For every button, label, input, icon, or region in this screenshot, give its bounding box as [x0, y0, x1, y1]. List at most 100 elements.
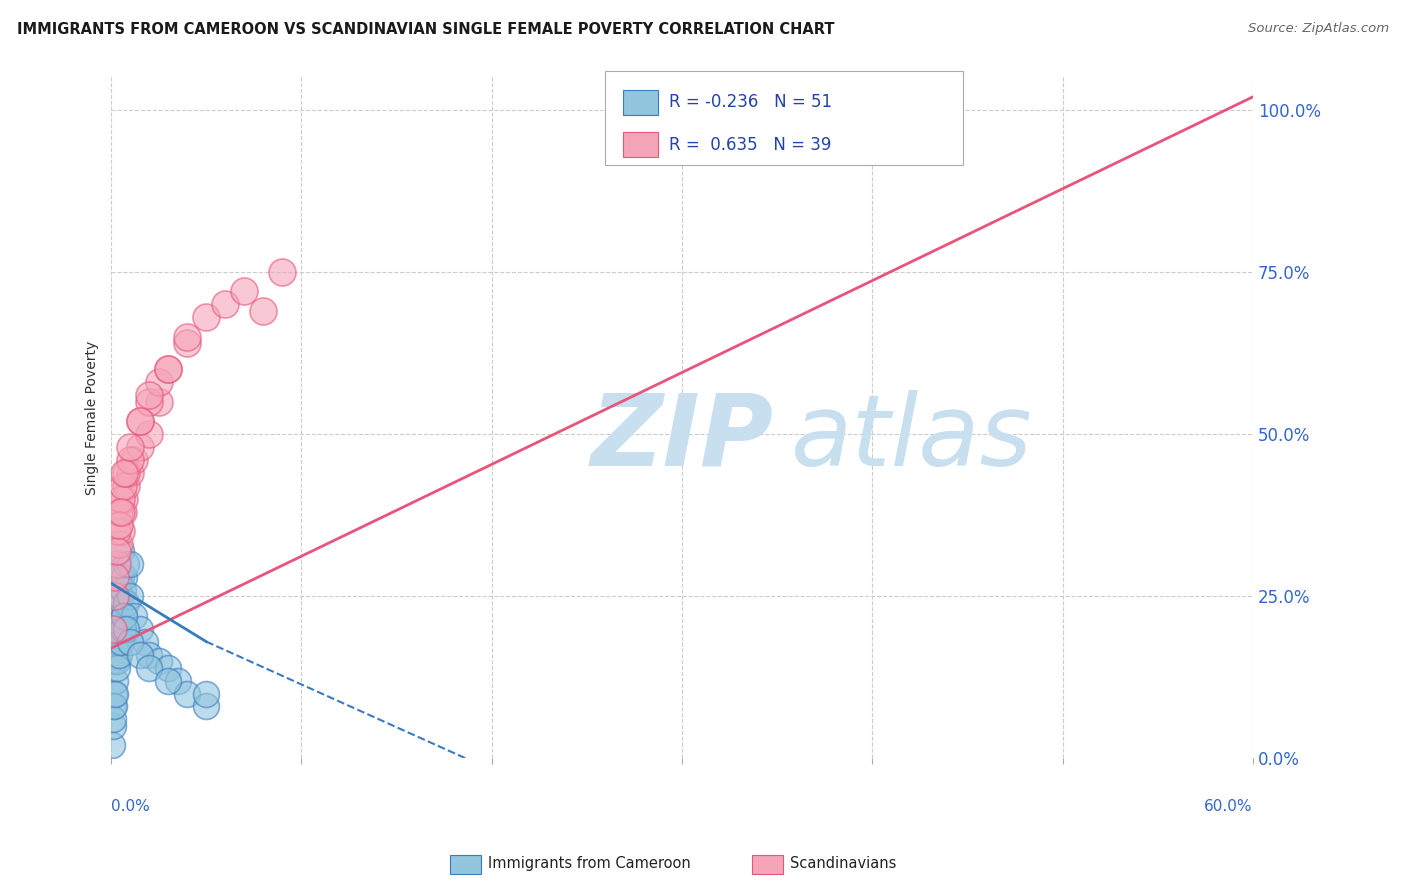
Point — [138, 427, 160, 442]
Point — [176, 686, 198, 700]
Point — [120, 466, 142, 480]
Point — [112, 491, 135, 506]
Point — [107, 634, 129, 648]
Point — [104, 686, 127, 700]
Point — [195, 310, 218, 325]
Point — [104, 608, 127, 623]
Point — [105, 524, 128, 539]
Point — [104, 622, 127, 636]
Point — [134, 634, 156, 648]
Point — [107, 517, 129, 532]
Point — [101, 739, 124, 753]
Point — [112, 608, 135, 623]
Point — [122, 608, 145, 623]
Point — [111, 582, 134, 597]
Point — [176, 336, 198, 351]
Point — [115, 557, 138, 571]
Point — [110, 544, 132, 558]
Point — [157, 362, 180, 376]
Point — [195, 699, 218, 714]
Point — [107, 622, 129, 636]
Point — [148, 654, 170, 668]
Point — [128, 414, 150, 428]
Point — [101, 719, 124, 733]
Point — [176, 330, 198, 344]
Point — [105, 557, 128, 571]
Point — [107, 589, 129, 603]
Text: atlas: atlas — [790, 390, 1032, 487]
Text: Immigrants from Cameroon: Immigrants from Cameroon — [488, 856, 690, 871]
Point — [110, 608, 132, 623]
Point — [148, 376, 170, 390]
Point — [138, 648, 160, 662]
Point — [214, 297, 236, 311]
Point — [120, 453, 142, 467]
Point — [101, 699, 124, 714]
Point — [110, 589, 132, 603]
Point — [271, 265, 294, 279]
Point — [107, 537, 129, 551]
Y-axis label: Single Female Poverty: Single Female Poverty — [86, 341, 100, 495]
Point — [111, 622, 134, 636]
Point — [107, 505, 129, 519]
Text: 0.0%: 0.0% — [111, 799, 150, 814]
Point — [157, 362, 180, 376]
Point — [104, 589, 127, 603]
Point — [105, 660, 128, 674]
Point — [110, 491, 132, 506]
Point — [107, 648, 129, 662]
Point — [104, 589, 127, 603]
Point — [157, 660, 180, 674]
Point — [120, 634, 142, 648]
Point — [104, 570, 127, 584]
Point — [111, 505, 134, 519]
Point — [115, 466, 138, 480]
Point — [195, 686, 218, 700]
Point — [103, 699, 125, 714]
Point — [233, 285, 256, 299]
Point — [111, 622, 134, 636]
Point — [110, 634, 132, 648]
Point — [103, 654, 125, 668]
Point — [105, 544, 128, 558]
Point — [101, 713, 124, 727]
Point — [138, 660, 160, 674]
Point — [115, 479, 138, 493]
Point — [128, 622, 150, 636]
Point — [105, 654, 128, 668]
Point — [110, 524, 132, 539]
Point — [112, 570, 135, 584]
Point — [110, 505, 132, 519]
Point — [120, 557, 142, 571]
Text: R =  0.635   N = 39: R = 0.635 N = 39 — [669, 136, 831, 153]
Text: 60.0%: 60.0% — [1205, 799, 1253, 814]
Point — [122, 453, 145, 467]
Point — [138, 388, 160, 402]
Point — [112, 466, 135, 480]
Point — [128, 648, 150, 662]
Point — [148, 394, 170, 409]
Point — [157, 673, 180, 688]
Point — [138, 394, 160, 409]
Point — [115, 622, 138, 636]
Point — [107, 570, 129, 584]
Point — [120, 440, 142, 454]
Text: ZIP: ZIP — [591, 390, 773, 487]
Point — [112, 608, 135, 623]
Point — [128, 414, 150, 428]
Point — [166, 673, 188, 688]
Point — [252, 304, 274, 318]
Point — [104, 634, 127, 648]
Point — [103, 686, 125, 700]
Text: R = -0.236   N = 51: R = -0.236 N = 51 — [669, 93, 832, 112]
Text: Scandinavians: Scandinavians — [790, 856, 897, 871]
Text: Source: ZipAtlas.com: Source: ZipAtlas.com — [1249, 22, 1389, 36]
Point — [111, 479, 134, 493]
Point — [115, 596, 138, 610]
Point — [104, 673, 127, 688]
Point — [128, 440, 150, 454]
Point — [110, 570, 132, 584]
Text: IMMIGRANTS FROM CAMEROON VS SCANDINAVIAN SINGLE FEMALE POVERTY CORRELATION CHART: IMMIGRANTS FROM CAMEROON VS SCANDINAVIAN… — [17, 22, 834, 37]
Point — [101, 622, 124, 636]
Point — [105, 608, 128, 623]
